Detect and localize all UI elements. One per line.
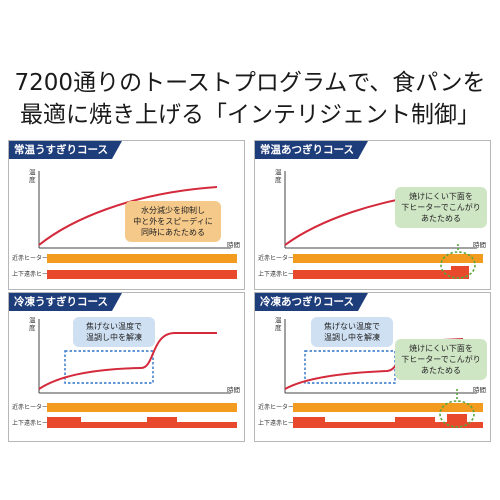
panel-graph: 温 度 時間 近赤ヒーター 上下遠赤ヒーター	[258, 167, 486, 279]
heater-label-near-ir: 近赤ヒーター	[12, 403, 48, 411]
callout-line: 下ヒーターでこんがり	[401, 203, 481, 212]
panel-graph: 温 度 時間 近赤ヒーター 上下遠赤ヒーター	[12, 315, 240, 428]
panel-room-temp-thick: 常温あつぎりコース 温 度 時間 近赤ヒーター 上下遠赤ヒーター 焼けにくい下面…	[254, 140, 491, 290]
panel-frozen-thin: 冷凍うすぎりコース 温 度 時間 近赤ヒーター 上下遠赤ヒーター 焦げない温度で…	[8, 292, 245, 442]
heater-label-near-ir: 近赤ヒーター	[258, 254, 294, 262]
temperature-curve	[38, 332, 217, 390]
near-ir-heater-bar	[47, 254, 237, 263]
headline-line-2: 最適に焼き上げる「インテリジェント制御」	[20, 102, 480, 128]
top-bottom-heater-bar	[293, 266, 469, 279]
top-bottom-heater-bar	[47, 270, 237, 279]
near-ir-heater-bar	[47, 403, 237, 412]
x-axis-label: 時間	[227, 241, 240, 249]
panel-graph: 温 度 時間 近赤ヒーター 上下遠赤ヒーター	[12, 167, 240, 279]
callout-box-2: 焼けにくい下面を 下ヒーターでこんがり あたためる	[395, 339, 487, 380]
callout-box: 焼けにくい下面を 下ヒーターでこんがり あたためる	[395, 187, 487, 228]
y-axis-label-1: 温	[29, 315, 36, 324]
y-axis-label-1: 温	[275, 315, 282, 324]
panel-frozen-thick: 冷凍あつぎりコース 温 度 時間 近赤ヒーター 上下遠赤ヒーター 焦げない温度で…	[254, 292, 491, 442]
heater-label-near-ir: 近赤ヒーター	[12, 254, 48, 262]
callout-line: 温調し中を解凍	[86, 333, 142, 342]
panel-title: 常温うすぎりコース	[9, 141, 122, 159]
x-axis-label: 時間	[227, 386, 240, 394]
y-axis-label-2: 度	[29, 175, 36, 184]
callout-box: 水分減少を抑制し 中と外をスピーディに 同時にあたためる	[125, 201, 221, 242]
y-axis-label-1: 温	[275, 167, 282, 176]
callout-box: 焦げない温度で 温調し中を解凍	[73, 317, 155, 347]
x-axis-label: 時間	[473, 386, 486, 394]
heater-label-top-bottom: 上下遠赤ヒーター	[12, 270, 60, 278]
highlight-box	[64, 350, 154, 384]
callout-line: 焦げない温度で	[324, 322, 380, 331]
panel-graph: 温 度 時間 近赤ヒーター 上下遠赤ヒーター	[258, 315, 486, 428]
y-axis-label-1: 温	[29, 167, 36, 176]
heater-label-top-bottom: 上下遠赤ヒーター	[12, 419, 60, 427]
callout-line: あたためる	[421, 366, 461, 375]
heater-label-top-bottom: 上下遠赤ヒーター	[258, 419, 306, 427]
top-bottom-heater-bar	[47, 417, 237, 428]
callout-line: あたためる	[421, 214, 461, 223]
callout-line: 下ヒーターでこんがり	[401, 355, 481, 364]
heater-label-top-bottom: 上下遠赤ヒーター	[258, 270, 306, 278]
callout-line: 中と外をスピーディに	[133, 217, 213, 226]
y-axis-label-2: 度	[275, 323, 282, 332]
y-axis-label-2: 度	[275, 175, 282, 184]
top-bottom-heater-bar	[293, 414, 483, 428]
heater-label-near-ir: 近赤ヒーター	[258, 403, 294, 411]
panel-title: 常温あつぎりコース	[255, 141, 368, 159]
callout-line: 焼けにくい下面を	[409, 344, 473, 353]
near-ir-heater-bar	[293, 403, 483, 412]
x-axis-label: 時間	[473, 241, 486, 249]
near-ir-heater-bar	[293, 254, 483, 263]
temperature-curve	[38, 186, 218, 246]
callout-line: 水分減少を抑制し	[141, 206, 205, 215]
panel-title: 冷凍うすぎりコース	[9, 293, 122, 311]
callout-line: 温調し中を解凍	[324, 333, 380, 342]
headline-line-1: 7200通りのトーストプログラムで、食パンを	[14, 70, 486, 96]
callout-line: 焦げない温度で	[86, 322, 142, 331]
panel-room-temp-thin: 常温うすぎりコース 温 度 時間 近赤ヒーター 上下遠赤ヒーター 水分減少を抑制…	[8, 140, 245, 290]
panel-title: 冷凍あつぎりコース	[255, 293, 368, 311]
y-axis-label-2: 度	[29, 323, 36, 332]
callout-line: 焼けにくい下面を	[409, 192, 473, 201]
highlight-circle	[439, 400, 475, 428]
callout-box: 焦げない温度で 温調し中を解凍	[311, 317, 393, 347]
highlight-circle	[440, 251, 476, 279]
callout-line: 同時にあたためる	[141, 228, 205, 237]
